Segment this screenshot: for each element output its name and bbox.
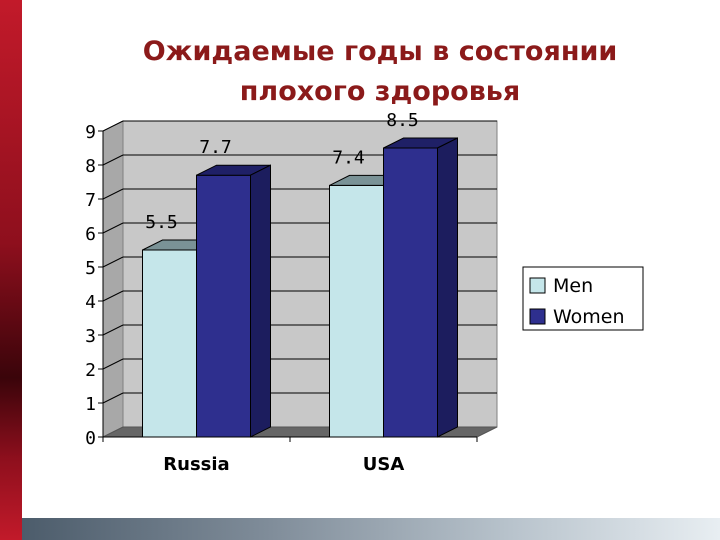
gridline-side [102,358,124,370]
bar-men-russia [142,249,197,438]
gridline-side [102,120,124,132]
data-label-women-russia: 7.7 [199,137,232,158]
bottom-decor-bar [22,518,720,540]
y-tick-label: 0 [85,428,96,449]
y-tick-label: 2 [85,360,96,381]
left-decor-bar [0,0,22,540]
y-tick-label: 6 [85,224,96,245]
y-tick-label: 5 [85,258,96,279]
bar-women-usa [383,147,438,438]
y-tick-label: 4 [85,292,96,313]
y-tick-label: 1 [85,394,96,415]
chart-title-line-2: плохого здоровья [239,76,521,107]
bar-side-women-usa [437,137,458,438]
legend-swatch-women [529,308,546,325]
gridline-side [102,392,124,404]
data-label-men-russia: 5.5 [145,212,178,233]
y-tick-label: 7 [85,190,96,211]
legend-label-men: Men [553,275,593,297]
gridline-side [102,324,124,336]
chart-title: Ожидаемые годы в состоянии плохого здоро… [60,32,700,112]
x-category-label-russia: Russia [163,454,229,475]
y-tick-label: 9 [85,122,96,143]
y-tick-label: 8 [85,156,96,177]
bar-side-women-russia [250,164,271,438]
bar-men-usa [329,184,384,438]
legend-swatch-men [529,277,546,294]
gridline-side [102,188,124,200]
y-tick-label: 3 [85,326,96,347]
bar-women-russia [196,174,251,438]
gridline-side [102,256,124,268]
chart-side-wall [102,120,124,438]
chart-title-line-1: Ожидаемые годы в состоянии [142,36,618,67]
data-label-women-usa: 8.5 [386,110,419,131]
legend-label-women: Women [553,306,625,328]
gridline-side [102,222,124,234]
x-category-label-usa: USA [363,454,405,475]
gridline-side [102,154,124,166]
data-label-men-usa: 7.4 [332,147,365,168]
gridline-side [102,290,124,302]
